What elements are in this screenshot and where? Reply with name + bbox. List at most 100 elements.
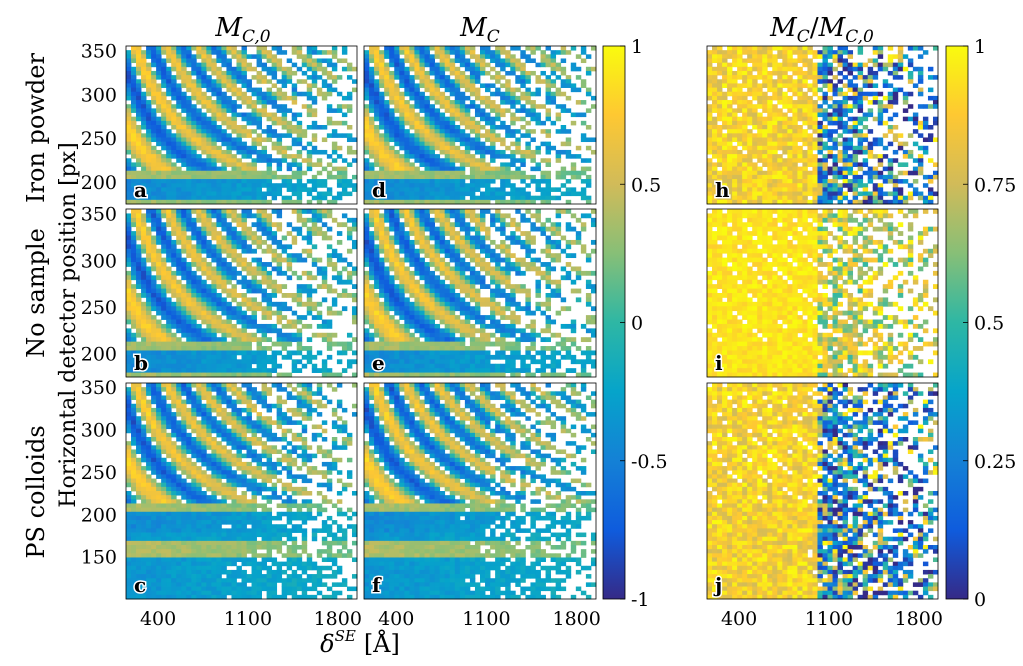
heatmap-cell — [191, 158, 197, 163]
heatmap-cell — [236, 195, 242, 201]
heatmap-cell — [196, 129, 202, 134]
heatmap-cell — [226, 420, 232, 425]
heatmap-cell — [131, 162, 137, 167]
heatmap-cell — [196, 187, 202, 192]
heatmap-cell — [251, 395, 257, 401]
heatmap-cell — [126, 532, 132, 538]
heatmap-cell — [251, 354, 257, 360]
heatmap-cell — [341, 266, 348, 272]
heatmap-cell — [326, 62, 333, 68]
heatmap-cell — [141, 594, 147, 600]
heatmap-cell — [246, 532, 252, 538]
heatmap-cell — [191, 253, 197, 259]
heatmap-cell — [246, 112, 252, 118]
heatmap-cell — [156, 363, 162, 369]
heatmap-cell — [369, 154, 375, 159]
heatmap-cell — [326, 540, 333, 546]
heatmap-cell — [336, 524, 343, 529]
heatmap-cell — [429, 187, 436, 192]
heatmap-cell — [316, 310, 323, 316]
heatmap-cell — [221, 412, 227, 417]
heatmap-cell — [146, 565, 152, 571]
heatmap-cell — [301, 129, 308, 134]
heatmap-cell — [296, 350, 303, 356]
heatmap-cell — [321, 91, 328, 97]
heatmap-cell — [146, 125, 152, 130]
heatmap-cell — [306, 574, 313, 579]
heatmap-cell — [136, 66, 142, 72]
heatmap-cell — [166, 187, 172, 192]
heatmap-cell — [156, 416, 162, 421]
heatmap-cell — [196, 91, 202, 97]
heatmap-cell — [271, 75, 278, 80]
heatmap-cell — [206, 407, 212, 413]
heatmap-cell — [191, 199, 197, 205]
heatmap-cell — [231, 100, 237, 105]
heatmap-cell — [196, 306, 202, 312]
heatmap-cell — [136, 486, 142, 492]
heatmap-cell — [424, 104, 430, 109]
heatmap-cell — [161, 315, 167, 320]
heatmap-cell — [306, 470, 313, 475]
heatmap-cell — [291, 499, 298, 504]
heatmap-cell — [404, 166, 410, 172]
heatmap-cell — [256, 306, 262, 312]
heatmap-cell — [231, 323, 237, 329]
heatmap-cell — [301, 217, 308, 223]
heatmap-cell — [419, 100, 425, 105]
heatmap-cell — [276, 457, 283, 463]
heatmap-cell — [246, 191, 252, 197]
heatmap-cell — [261, 297, 268, 303]
heatmap-cell — [236, 125, 242, 130]
heatmap-cell — [246, 453, 252, 459]
heatmap-cell — [156, 58, 162, 64]
heatmap-cell — [126, 387, 132, 392]
heatmap-cell — [131, 187, 137, 192]
heatmap-cell — [191, 125, 197, 130]
heatmap-cell — [296, 528, 303, 533]
heatmap-cell — [221, 346, 227, 351]
heatmap-cell — [176, 270, 182, 276]
heatmap-cell — [161, 310, 167, 316]
heatmap-cell — [181, 145, 187, 151]
heatmap-cell — [316, 301, 323, 307]
heatmap-cell — [206, 170, 212, 176]
heatmap-cell — [434, 162, 441, 167]
heatmap-cell — [266, 112, 273, 118]
heatmap-cell — [226, 449, 232, 455]
heatmap-cell — [191, 569, 197, 575]
heatmap-cell — [261, 486, 268, 492]
heatmap-cell — [226, 437, 232, 442]
heatmap-cell — [286, 341, 293, 347]
heatmap-cell — [211, 363, 217, 369]
heatmap-cell — [166, 266, 172, 272]
heatmap-cell — [196, 532, 202, 538]
heatmap-cell — [306, 586, 313, 592]
heatmap-cell — [221, 499, 227, 504]
heatmap-cell — [186, 133, 192, 138]
heatmap-cell — [379, 183, 385, 188]
heatmap-cell — [241, 239, 247, 245]
heatmap-cell — [276, 532, 283, 538]
heatmap-cell — [306, 416, 313, 421]
heatmap-cell — [271, 486, 278, 492]
heatmap-cell — [389, 195, 395, 201]
heatmap-cell — [346, 515, 353, 521]
heatmap-cell — [394, 70, 400, 76]
heatmap-cell — [126, 491, 132, 496]
heatmap-cell — [131, 137, 137, 143]
heatmap-cell — [424, 183, 430, 188]
heatmap-cell — [301, 104, 308, 109]
heatmap-cell — [146, 528, 152, 533]
heatmap-cell — [331, 590, 338, 596]
heatmap-cell — [166, 66, 172, 72]
heatmap-cell — [246, 399, 252, 405]
heatmap-cell — [216, 491, 222, 496]
heatmap-cell — [256, 91, 262, 97]
heatmap-cell — [261, 195, 268, 201]
heatmap-cell — [186, 191, 192, 197]
heatmap-cell — [176, 83, 182, 88]
heatmap-cell — [331, 574, 338, 579]
heatmap-cell — [131, 507, 137, 513]
heatmap-cell — [331, 540, 338, 546]
